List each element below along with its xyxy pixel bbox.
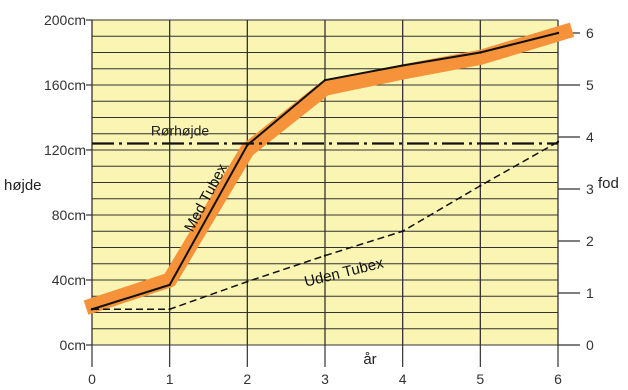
x-tick-label: 2 bbox=[243, 371, 251, 387]
y-left-tick-label: 200cm bbox=[44, 12, 86, 28]
data-point-uden-tubex bbox=[246, 280, 249, 283]
data-point-med-tubex bbox=[168, 283, 171, 287]
y-right-tick-label: 0 bbox=[586, 337, 594, 353]
x-tick-label: 5 bbox=[476, 371, 484, 387]
data-point-uden-tubex bbox=[90, 308, 94, 311]
y-right-tick-label: 1 bbox=[586, 285, 594, 301]
data-point-uden-tubex bbox=[401, 230, 404, 233]
data-point-med-tubex bbox=[246, 143, 249, 147]
y-right-tick-label: 3 bbox=[586, 181, 594, 197]
data-point-med-tubex bbox=[401, 64, 404, 67]
y-left-tick-label: 80cm bbox=[52, 207, 86, 223]
axes: 0cm 40cm 80cm 120cm 160cm 200cm 0 1 2 3 4 5 6 0 1 2 3 4 5 6 bbox=[44, 12, 594, 387]
data-point-uden-tubex bbox=[556, 140, 560, 144]
series-band-med-tubex bbox=[83, 22, 575, 315]
x-tick-label: 4 bbox=[399, 371, 407, 387]
data-point-med-tubex bbox=[556, 31, 560, 35]
y-right-tick-label: 6 bbox=[586, 25, 594, 41]
data-point-uden-tubex bbox=[479, 184, 482, 187]
x-tick-label: 3 bbox=[321, 371, 329, 387]
data-point-uden-tubex bbox=[168, 308, 171, 311]
x-tick-label: 6 bbox=[554, 371, 562, 387]
grid bbox=[91, 19, 559, 346]
data-point-med-tubex bbox=[479, 51, 482, 54]
reference-line-label: Rørhøjde bbox=[151, 123, 210, 139]
y-right-tick-label: 5 bbox=[586, 77, 594, 93]
y-right-tick-label: 4 bbox=[586, 129, 594, 145]
x-tick-label: 1 bbox=[166, 371, 174, 387]
y-left-tick-label: 120cm bbox=[44, 142, 86, 158]
y-left-tick-label: 40cm bbox=[52, 272, 86, 288]
series-marks bbox=[83, 22, 575, 315]
x-tick-label: 0 bbox=[88, 371, 96, 387]
x-axis-title: år bbox=[363, 351, 376, 368]
data-point-med-tubex bbox=[323, 78, 327, 82]
y-left-tick-label: 0cm bbox=[60, 337, 86, 353]
y-left-tick-label: 160cm bbox=[44, 77, 86, 93]
data-point-uden-tubex bbox=[323, 254, 327, 257]
y-right-axis-title: fod bbox=[598, 175, 619, 192]
y-left-axis-title: højde bbox=[4, 177, 42, 194]
y-right-tick-label: 2 bbox=[586, 233, 594, 249]
